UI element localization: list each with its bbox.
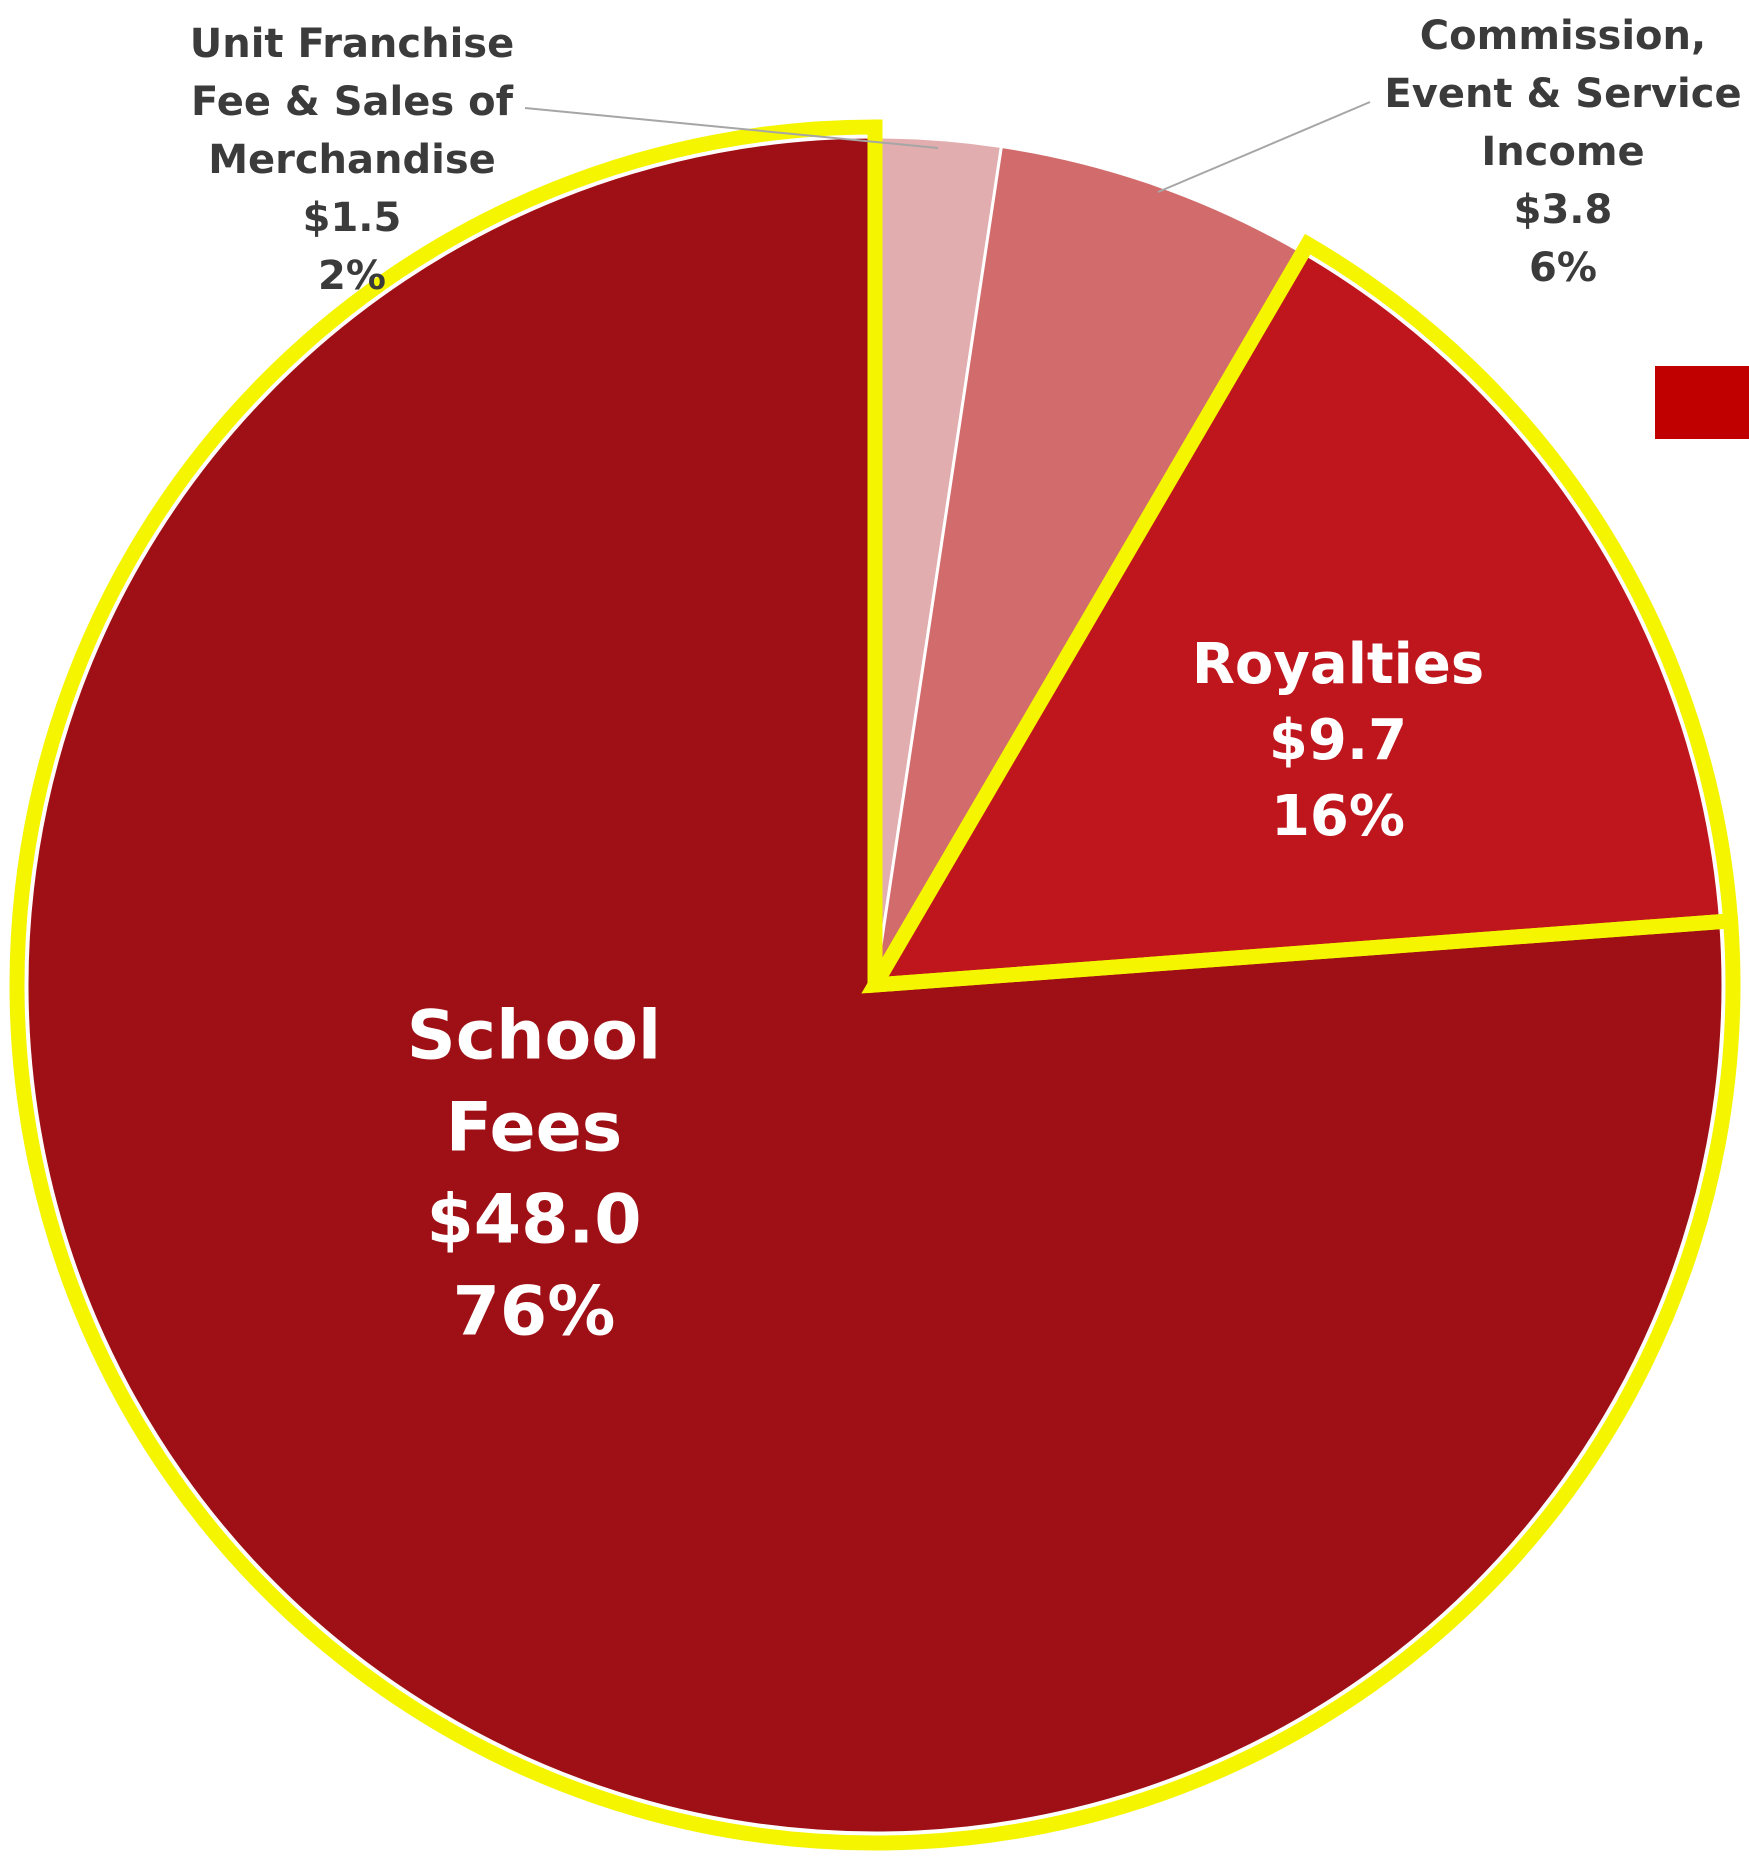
leader-line-unit-franchise-fee-sales-of-merchandise: [524, 107, 939, 149]
data-label-name-unit-franchise-fee-sales-of-merchandise: Unit Franchise: [190, 21, 515, 67]
data-label-name-school-fees: Fees: [446, 1089, 622, 1168]
data-label-name-unit-franchise-fee-sales-of-merchandise: Merchandise: [208, 137, 496, 183]
data-label-percent-royalties: 16%: [1271, 784, 1405, 849]
data-label-name-commission-event-service-income: Income: [1481, 129, 1644, 175]
data-label-percent-unit-franchise-fee-sales-of-merchandise: 2%: [318, 253, 386, 299]
legend-swatch: [1655, 366, 1749, 439]
highlight-outline-school-fees: [9, 119, 1741, 1851]
data-label-name-unit-franchise-fee-sales-of-merchandise: Fee & Sales of: [191, 79, 514, 125]
highlight-outlines: [9, 119, 1741, 1851]
data-label-percent-commission-event-service-income: 6%: [1529, 245, 1597, 291]
pie-slice-royalties: [873, 251, 1723, 987]
highlight-outline-royalties: [861, 233, 1739, 994]
leader-line-commission-event-service-income: [1157, 101, 1371, 193]
data-labels: Unit Franchise Fee & Sales of Merchandise $…: [190, 13, 1742, 1352]
data-label-name-commission-event-service-income: Event & Service: [1384, 71, 1741, 117]
data-label-name-royalties: Royalties: [1192, 632, 1484, 697]
data-label-name-school-fees: School: [407, 997, 661, 1076]
data-label-value-school-fees: $48.0: [426, 1181, 641, 1260]
data-label-value-royalties: $9.7: [1269, 708, 1407, 773]
data-label-name-commission-event-service-income: Commission,: [1420, 13, 1706, 59]
data-label-value-unit-franchise-fee-sales-of-merchandise: $1.5: [303, 195, 402, 241]
data-label-percent-school-fees: 76%: [453, 1273, 616, 1352]
pie-slice-commission-event-service-income: [873, 144, 1305, 987]
leader-lines: [524, 101, 1371, 193]
data-label-value-commission-event-service-income: $3.8: [1514, 187, 1613, 233]
